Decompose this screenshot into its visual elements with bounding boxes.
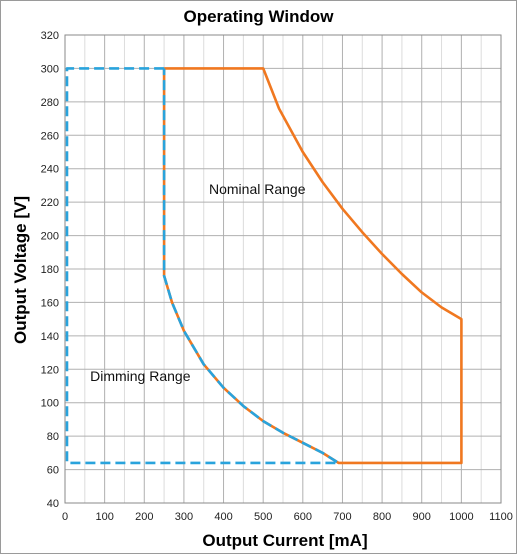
- x-tick-label: 1100: [489, 511, 513, 523]
- annotations-layer: Nominal Range Dimming Range: [90, 181, 306, 384]
- y-tick-label: 180: [41, 264, 59, 276]
- plot-border: [64, 34, 502, 504]
- x-tick-label: 600: [294, 511, 312, 523]
- x-tick-label: 900: [413, 511, 431, 523]
- x-tick-label: 500: [254, 511, 272, 523]
- y-tick-label: 60: [47, 465, 59, 477]
- dimming-range-line: [65, 67, 340, 465]
- x-axis-title: Output Current [mA]: [202, 531, 367, 550]
- x-tick-label: 400: [214, 511, 232, 523]
- series-layer: [65, 67, 463, 465]
- y-tick-label: 140: [41, 331, 59, 343]
- y-axis-title: Output Voltage [V]: [11, 196, 30, 344]
- y-tick-label: 120: [41, 364, 59, 376]
- y-tick-label: 260: [41, 130, 59, 142]
- x-tick-label: 0: [62, 511, 68, 523]
- x-tick-label: 800: [373, 511, 391, 523]
- y-tick-label: 320: [41, 30, 59, 42]
- y-tick-label: 160: [41, 297, 59, 309]
- y-tick-label: 280: [41, 97, 59, 109]
- y-tick-label: 80: [47, 431, 59, 443]
- x-tick-label: 300: [175, 511, 193, 523]
- y-tick-label: 100: [41, 398, 59, 410]
- x-tick-label: 1000: [449, 511, 473, 523]
- y-tick-label: 40: [47, 498, 59, 510]
- x-tick-label: 100: [95, 511, 113, 523]
- x-tick-label: 700: [333, 511, 351, 523]
- x-tick-label: 200: [135, 511, 153, 523]
- region-label: Nominal Range: [209, 181, 306, 197]
- y-axis-ticks: 40 60 80 100 120 140 160 180 200 220 240 260 280 300 3…: [41, 30, 59, 510]
- y-tick-label: 300: [41, 63, 59, 75]
- nominal-range-line: [162, 67, 463, 465]
- grid: [64, 34, 502, 504]
- x-axis-ticks: 0 100 200 300 400 500 600 700 800 900 1000 1100: [62, 511, 513, 523]
- y-tick-label: 240: [41, 164, 59, 176]
- y-tick-label: 200: [41, 231, 59, 243]
- region-label: Dimming Range: [90, 368, 191, 384]
- chart-title: Operating Window: [183, 7, 334, 26]
- y-tick-label: 220: [41, 197, 59, 209]
